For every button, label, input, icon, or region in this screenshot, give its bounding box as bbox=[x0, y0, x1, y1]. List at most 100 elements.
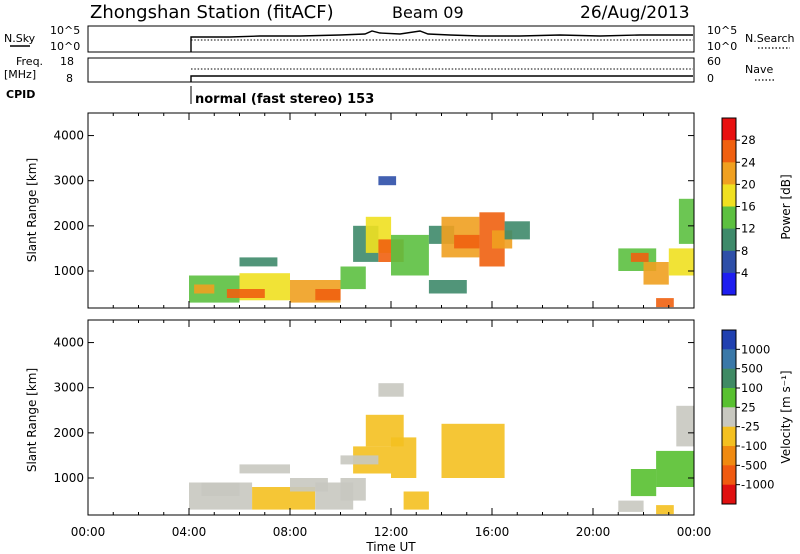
velocity-cell bbox=[441, 423, 505, 478]
power-cell bbox=[454, 234, 480, 249]
velocity-ytick-label: 1000 bbox=[53, 471, 84, 485]
velocity-colorbar-swatch bbox=[722, 465, 736, 486]
power-cell bbox=[239, 257, 278, 267]
power-xtick-marks bbox=[87, 113, 695, 308]
power-colorbar-tick-label: 12 bbox=[741, 222, 756, 236]
velocity-colorbar-swatch bbox=[722, 330, 736, 350]
power-colorbar-swatch bbox=[722, 272, 736, 296]
power-cell bbox=[378, 176, 397, 186]
velocity-cell bbox=[391, 437, 417, 478]
power-colorbar-tick-label: 28 bbox=[741, 133, 756, 147]
power-colorbar-tick-label: 4 bbox=[741, 266, 748, 280]
velocity-colorbar-tick-label: 1000 bbox=[741, 342, 770, 356]
velocity-cell bbox=[656, 450, 694, 487]
nave-tick-bottom: 0 bbox=[707, 72, 714, 85]
velocity-cell bbox=[630, 469, 657, 497]
power-cells bbox=[189, 176, 695, 308]
freq-tick-bottom: 8 bbox=[66, 72, 73, 85]
nave-tick-top: 60 bbox=[707, 55, 721, 68]
velocity-colorbar-ticks: 1000 500 100 25 -25 -100 -500 -1000 bbox=[736, 342, 774, 492]
beam-label: Beam 09 bbox=[392, 3, 464, 22]
velocity-colorbar-tick-label: -500 bbox=[741, 458, 767, 472]
power-cell bbox=[504, 221, 530, 240]
x-tick-label: 00:00 bbox=[677, 525, 712, 539]
power-ytick-label: 2000 bbox=[53, 219, 84, 233]
velocity-cell bbox=[252, 487, 316, 510]
nsky-label: N.Sky bbox=[4, 32, 36, 45]
power-ytick-label: 3000 bbox=[53, 174, 84, 188]
power-colorbar-tick-label: 16 bbox=[741, 200, 756, 214]
cpid-label: CPID bbox=[6, 88, 35, 101]
velocity-colorbar-swatch bbox=[722, 349, 736, 370]
power-ytick-label: 1000 bbox=[53, 264, 84, 278]
velocity-colorbar-label: Velocity [m s⁻¹] bbox=[779, 370, 793, 463]
power-colorbar-tick-label: 8 bbox=[741, 244, 748, 258]
x-tick-label: 08:00 bbox=[273, 525, 308, 539]
freq-panel: Freq. [MHz] 18 8 60 0 Nave bbox=[4, 55, 775, 85]
velocity-cell bbox=[656, 505, 674, 515]
freq-label-line1: Freq. bbox=[16, 55, 43, 68]
velocity-xtick-marks bbox=[87, 320, 695, 515]
x-axis-label: Time UT bbox=[365, 540, 416, 554]
velocity-colorbar-swatch bbox=[722, 426, 736, 447]
power-colorbar-swatch bbox=[722, 184, 736, 207]
nave-label: Nave bbox=[745, 63, 773, 76]
power-colorbar-swatch bbox=[722, 206, 736, 230]
velocity-colorbar-swatch bbox=[722, 484, 736, 505]
velocity-colorbar-tick-label: 100 bbox=[741, 381, 763, 395]
velocity-cell bbox=[618, 500, 644, 512]
velocity-cells bbox=[189, 383, 694, 515]
velocity-colorbar-swatch bbox=[722, 407, 736, 428]
x-tick-label: 04:00 bbox=[172, 525, 207, 539]
x-tick-label: 16:00 bbox=[475, 525, 510, 539]
velocity-yticks: 4000 3000 2000 1000 bbox=[53, 336, 694, 485]
velocity-cell bbox=[201, 482, 240, 496]
power-colorbar-ticks: 28 24 20 16 12 8 4 bbox=[736, 133, 756, 280]
power-colorbar-tick-label: 20 bbox=[741, 177, 756, 191]
power-cell bbox=[428, 280, 467, 294]
x-tick-label: 12:00 bbox=[374, 525, 409, 539]
nsky-tick-top: 10^5 bbox=[50, 24, 80, 37]
velocity-ylabel: Slant Range [km] bbox=[25, 368, 39, 472]
power-colorbar-label: Power [dB] bbox=[779, 174, 793, 239]
power-colorbar-swatches bbox=[722, 118, 736, 296]
power-colorbar-tick-label: 24 bbox=[741, 155, 756, 169]
power-cell bbox=[656, 298, 674, 308]
power-cell bbox=[643, 262, 669, 285]
power-colorbar-swatch bbox=[722, 228, 736, 252]
velocity-cell bbox=[340, 478, 366, 501]
power-colorbar-swatch bbox=[722, 118, 736, 141]
cpid-text: normal (fast stereo) 153 bbox=[195, 92, 374, 107]
nsearch-tick-bottom: 10^0 bbox=[707, 40, 737, 53]
velocity-colorbar-swatches bbox=[722, 330, 736, 505]
power-colorbar: 28 24 20 16 12 8 4 Power [dB] bbox=[721, 117, 793, 296]
velocity-colorbar-tick-label: -25 bbox=[741, 420, 760, 434]
x-tick-labels: 00:00 04:00 08:00 12:00 16:00 20:00 00:00 bbox=[71, 525, 712, 539]
x-tick-label: 00:00 bbox=[71, 525, 106, 539]
velocity-colorbar-swatch bbox=[722, 368, 736, 389]
plot-title: Zhongshan Station (fitACF) bbox=[90, 2, 334, 23]
velocity-cell bbox=[378, 383, 404, 397]
velocity-ytick-label: 3000 bbox=[53, 381, 84, 395]
power-colorbar-swatch bbox=[722, 162, 736, 185]
nsearch-tick-top: 10^5 bbox=[707, 24, 737, 37]
power-panel: 4000 3000 2000 1000 Slant Range [km] bbox=[25, 112, 695, 309]
velocity-ytick-label: 2000 bbox=[53, 426, 84, 440]
nsky-tick-bottom: 10^0 bbox=[50, 40, 80, 53]
freq-label-line2: [MHz] bbox=[4, 68, 36, 81]
power-yticks: 4000 3000 2000 1000 bbox=[53, 129, 694, 278]
velocity-colorbar-tick-label: -100 bbox=[741, 439, 767, 453]
power-ytick-label: 4000 bbox=[53, 129, 84, 143]
power-cell bbox=[391, 234, 429, 276]
velocity-colorbar-tick-label: 25 bbox=[741, 400, 756, 414]
power-cell bbox=[678, 198, 694, 244]
velocity-colorbar-tick-label: 500 bbox=[741, 362, 763, 376]
velocity-colorbar: 1000 500 100 25 -25 -100 -500 -1000 Velocity [m… bbox=[721, 329, 793, 505]
velocity-cell bbox=[403, 491, 429, 510]
power-cell bbox=[226, 289, 265, 298]
nsearch-label: N.Search bbox=[745, 32, 795, 45]
power-cell bbox=[340, 266, 366, 290]
power-ylabel: Slant Range [km] bbox=[25, 158, 39, 262]
velocity-cell bbox=[676, 405, 694, 447]
